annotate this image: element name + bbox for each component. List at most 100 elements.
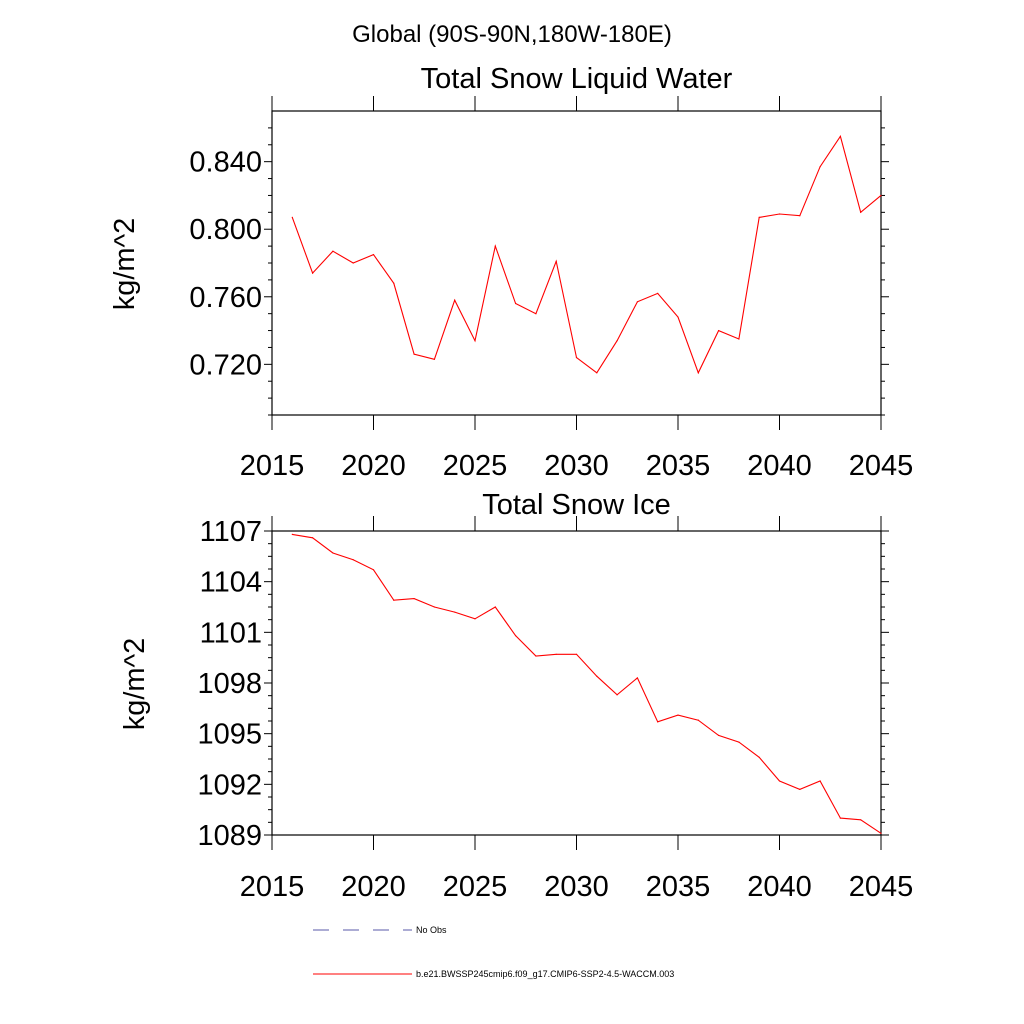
data-point (778, 213, 781, 215)
data-point (575, 653, 578, 655)
x-tick-label: 2045 (849, 871, 914, 903)
data-point (413, 353, 415, 355)
data-point (697, 719, 699, 721)
data-point (778, 780, 781, 782)
data-point (596, 372, 598, 374)
data-point (474, 340, 476, 342)
series-line (292, 533, 882, 834)
y-tick-label: 0.800 (189, 214, 262, 246)
data-point (616, 340, 618, 342)
x-tick-label: 2030 (544, 871, 609, 903)
data-point (291, 533, 293, 535)
y-tick-label: 1089 (197, 820, 262, 852)
data-point (413, 597, 415, 600)
y-tick-label: 1092 (197, 769, 262, 801)
data-point (636, 677, 639, 679)
data-point (657, 721, 659, 723)
data-point (718, 329, 720, 332)
data-point (555, 653, 557, 655)
plot-frame (271, 530, 882, 836)
data-point (372, 253, 375, 256)
y-tick-label: 1098 (197, 668, 262, 700)
chart-title: Total Snow Liquid Water (421, 63, 733, 95)
data-point (291, 216, 293, 218)
x-tick-label: 2020 (341, 450, 406, 482)
data-point (880, 832, 882, 834)
data-point (657, 292, 659, 294)
x-tick-label: 2015 (240, 871, 305, 903)
y-tick-label: 1101 (200, 617, 262, 649)
data-point (474, 618, 476, 620)
data-point (555, 260, 557, 262)
legend-model-label: b.e21.BWSSP245cmip6.f09_g17.CMIP6-SSP2-4… (416, 969, 674, 979)
data-point (454, 611, 456, 613)
panel-snow-liquid-water: Total Snow Liquid Water kg/m^2 2015 2020 202… (109, 63, 913, 482)
y-tick-label: 0.720 (189, 349, 262, 381)
data-point (515, 302, 517, 305)
data-point (454, 299, 456, 301)
data-point (799, 788, 801, 791)
data-point (860, 819, 862, 821)
x-tick-label: 2040 (747, 871, 812, 903)
data-point (616, 694, 618, 696)
data-point (515, 635, 517, 637)
data-point (575, 356, 578, 359)
data-point (738, 338, 740, 340)
data-point (758, 216, 760, 218)
chart-title: Total Snow Ice (482, 489, 671, 521)
y-axis-label: kg/m^2 (109, 218, 141, 311)
plot-frame (271, 110, 882, 416)
page-title: Global (90S-90N,180W-180E) (352, 21, 672, 48)
data-point (433, 358, 435, 360)
x-tick-label: 2035 (646, 450, 711, 482)
data-point (839, 135, 842, 137)
data-point (393, 282, 395, 284)
data-point (332, 250, 334, 252)
data-point (535, 313, 537, 315)
y-tick-label: 1095 (197, 719, 262, 751)
data-point (332, 552, 334, 554)
legend-no-obs-label: No Obs (416, 925, 447, 935)
data-point (312, 272, 314, 274)
x-tick-label: 2025 (443, 871, 508, 903)
data-point (596, 675, 598, 677)
legend: No Obs b.e21.BWSSP245cmip6.f09_g17.CMIP6… (313, 925, 674, 979)
data-point (372, 569, 375, 571)
data-point (494, 245, 496, 247)
x-tick-label: 2025 (443, 450, 508, 482)
x-tick-label: 2015 (240, 450, 305, 482)
data-point (880, 194, 882, 197)
y-tick-label: 1107 (200, 516, 262, 548)
y-tick-label: 1104 (200, 567, 262, 599)
data-point (494, 606, 496, 608)
data-point (697, 372, 699, 374)
data-point (433, 606, 435, 608)
data-point (860, 211, 862, 213)
data-point (535, 655, 537, 657)
data-point (839, 817, 842, 819)
x-tick-label: 2045 (849, 450, 914, 482)
x-tick-label: 2030 (544, 450, 609, 482)
data-point (738, 741, 740, 743)
x-tick-label: 2020 (341, 871, 406, 903)
y-axis-label: kg/m^2 (119, 638, 151, 731)
y-tick-label: 0.840 (189, 147, 262, 179)
x-tick-label: 2040 (747, 450, 812, 482)
data-point (312, 537, 314, 539)
x-tick-label: 2035 (646, 871, 711, 903)
data-point (718, 734, 720, 736)
data-point (677, 714, 679, 716)
data-point (799, 215, 801, 217)
data-point (636, 301, 639, 303)
y-tick-label: 0.760 (189, 282, 262, 314)
series-line (291, 134, 882, 375)
data-point (352, 559, 354, 561)
data-point (819, 780, 821, 782)
data-point (393, 599, 395, 601)
data-point (352, 262, 354, 264)
data-point (819, 166, 821, 168)
panel-snow-ice: Total Snow Ice kg/m^2 2015 2020 2025 2030 2035… (119, 489, 913, 903)
data-point (758, 756, 760, 758)
data-point (677, 316, 679, 318)
